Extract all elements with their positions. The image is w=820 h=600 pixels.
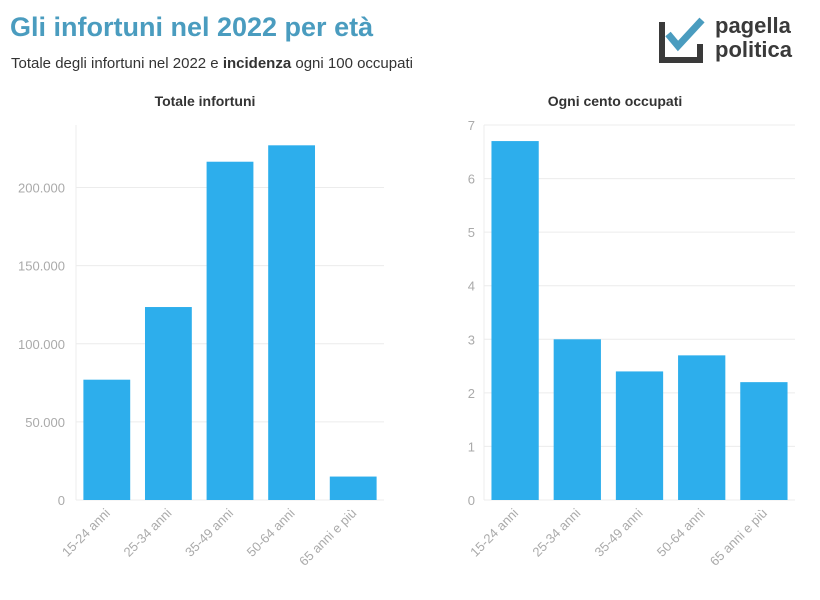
subtitle-text-1: Totale degli infortuni nel 2022 e (11, 55, 223, 72)
y-tick-label: 7 (468, 118, 475, 133)
bar (678, 355, 726, 500)
x-tick-label: 35-49 anni (592, 505, 646, 559)
logo-line-2: politica (715, 37, 793, 62)
bar (206, 161, 254, 500)
y-tick-label: 150.000 (18, 259, 65, 274)
y-tick-label: 5 (468, 225, 475, 240)
bar (268, 145, 316, 500)
x-tick-label: 15-24 anni (59, 505, 113, 559)
checkbox-logo-icon (659, 17, 705, 63)
y-tick-label: 50.000 (25, 415, 65, 430)
y-tick-label: 100.000 (18, 337, 65, 352)
y-tick-label: 0 (468, 493, 475, 508)
panel-title-1: Totale infortuni (155, 93, 256, 109)
x-tick-label: 50-64 anni (654, 505, 708, 559)
page-subtitle: Totale degli infortuni nel 2022 e incide… (11, 55, 413, 72)
y-tick-label: 3 (468, 332, 475, 347)
y-tick-label: 0 (58, 493, 65, 508)
bar (144, 307, 192, 500)
logo-line-1: pagella (715, 13, 791, 38)
bar (553, 339, 601, 500)
panel-title-2: Ogni cento occupati (548, 93, 683, 109)
bar (740, 382, 788, 500)
page-title: Gli infortuni nel 2022 per età (10, 12, 374, 42)
y-tick-label: 6 (468, 172, 475, 187)
x-tick-label: 65 anni e più (707, 506, 770, 569)
x-tick-label: 15-24 anni (467, 505, 521, 559)
x-tick-label: 65 anni e più (296, 506, 359, 569)
bar (491, 141, 539, 501)
y-tick-label: 1 (468, 439, 475, 454)
y-tick-label: 2 (468, 386, 475, 401)
y-tick-label: 200.000 (18, 181, 65, 196)
x-tick-label: 35-49 anni (182, 505, 236, 559)
bar (615, 371, 664, 500)
brand-logo: pagella politica (656, 14, 806, 66)
y-tick-label: 4 (468, 279, 475, 294)
x-tick-label: 25-34 anni (529, 505, 583, 559)
x-tick-label: 25-34 anni (120, 505, 174, 559)
x-tick-label: 50-64 anni (244, 505, 298, 559)
logo-text: pagella politica (715, 14, 792, 62)
bar (329, 476, 377, 500)
subtitle-bold: incidenza (222, 55, 292, 72)
subtitle-text-2: ogni 100 occupati (291, 55, 413, 72)
bar (83, 379, 131, 500)
